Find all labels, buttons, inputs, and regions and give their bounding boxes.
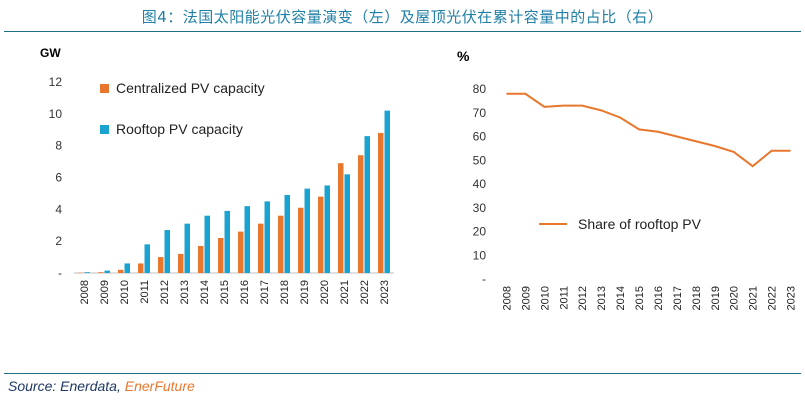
- bar-rooftop: [364, 136, 370, 273]
- bar-centralized: [178, 253, 184, 273]
- right-x-tick-label: 2009: [520, 286, 532, 310]
- figure-title: 图4：法国太阳能光伏容量演变（左）及屋顶光伏在累计容量中的占比（右）: [141, 8, 664, 26]
- right-x-tick-label: 2014: [615, 286, 627, 310]
- bar-centralized: [118, 269, 124, 273]
- bar-rooftop: [324, 185, 330, 273]
- left-x-tick-label: 2022: [359, 280, 371, 304]
- bar-centralized: [278, 215, 284, 273]
- left-y-tick-label: -: [58, 266, 62, 280]
- source-prefix: Source: Enerdata,: [8, 378, 125, 394]
- left-x-tick-label: 2013: [179, 280, 191, 304]
- bar-centralized: [158, 257, 164, 273]
- bar-rooftop: [344, 174, 350, 273]
- bar-centralized: [98, 272, 104, 273]
- bar-centralized: [338, 163, 344, 273]
- left-y-tick-label: 12: [49, 75, 63, 89]
- right-y-tick-label: 10: [473, 248, 487, 262]
- left-legend-swatch: [100, 84, 109, 93]
- left-x-tick-label: 2021: [339, 280, 351, 304]
- bar-centralized: [378, 132, 384, 273]
- bar-centralized: [318, 196, 324, 273]
- left-x-tick-label: 2009: [99, 280, 111, 304]
- right-y-tick-label: 30: [473, 201, 487, 215]
- bar-rooftop: [304, 188, 310, 273]
- left-y-tick-label: 6: [55, 171, 62, 185]
- bar-centralized: [298, 207, 304, 273]
- bar-centralized: [138, 263, 144, 273]
- right-y-tick-label: 40: [473, 177, 487, 191]
- left-y-tick-label: 8: [55, 139, 62, 153]
- source-brand: EnerFuture: [124, 378, 195, 394]
- left-x-tick-label: 2014: [199, 280, 211, 304]
- left-x-tick-label: 2011: [139, 280, 151, 304]
- bar-centralized: [238, 231, 244, 273]
- source-note: Source: Enerdata, EnerFuture: [8, 378, 195, 394]
- left-legend-label: Centralized PV capacity: [116, 80, 265, 96]
- bar-rooftop: [284, 195, 290, 273]
- right-x-tick-label: 2022: [767, 286, 779, 310]
- bar-centralized: [358, 155, 364, 273]
- right-y-tick-label: 70: [473, 106, 487, 120]
- bar-rooftop: [264, 201, 270, 273]
- share-line: [506, 92, 791, 168]
- left-y-axis-unit: GW: [40, 46, 61, 60]
- bar-centralized: [198, 245, 204, 273]
- left-x-tick-label: 2015: [219, 280, 231, 304]
- bar-rooftop: [104, 270, 110, 273]
- left-y-tick-label: 10: [49, 107, 63, 121]
- bar-rooftop: [184, 223, 190, 273]
- right-x-tick-label: 2013: [596, 286, 608, 310]
- right-x-tick-label: 2017: [672, 286, 684, 310]
- right-x-tick-label: 2016: [653, 286, 665, 310]
- right-x-tick-label: 2019: [710, 286, 722, 310]
- right-x-tick-label: 2008: [501, 286, 513, 310]
- right-y-tick-label: 20: [473, 225, 487, 239]
- right-x-tick-label: 2012: [577, 286, 589, 310]
- right-x-tick-label: 2011: [558, 286, 570, 310]
- bar-rooftop: [124, 263, 130, 273]
- bar-rooftop: [144, 244, 150, 273]
- right-y-tick-label: 50: [473, 153, 487, 167]
- left-x-tick-label: 2012: [159, 280, 171, 304]
- right-x-tick-label: 2015: [634, 286, 646, 310]
- left-x-tick-label: 2008: [79, 280, 91, 304]
- left-x-tick-label: 2020: [319, 280, 331, 304]
- left-y-tick-label: 4: [55, 202, 62, 216]
- left-x-tick-label: 2018: [279, 280, 291, 304]
- right-x-tick-label: 2021: [748, 286, 760, 310]
- source-divider: [4, 373, 801, 374]
- right-y-tick-label: 80: [473, 82, 487, 96]
- bar-rooftop: [204, 215, 210, 273]
- right-legend-label: Share of rooftop PV: [578, 216, 702, 232]
- bar-rooftop: [84, 272, 90, 273]
- bar-rooftop: [244, 206, 250, 273]
- left-x-tick-label: 2017: [259, 280, 271, 304]
- right-x-tick-label: 2010: [539, 286, 551, 310]
- left-x-tick-label: 2010: [119, 280, 131, 304]
- bar-rooftop: [164, 230, 170, 273]
- right-y-tick-label: 60: [473, 130, 487, 144]
- bar-centralized: [258, 223, 264, 273]
- right-x-tick-label: 2018: [691, 286, 703, 310]
- left-y-tick-label: 2: [55, 234, 62, 248]
- title-divider: [4, 31, 801, 32]
- right-y-axis-unit: %: [457, 48, 470, 64]
- right-y-tick-label: -: [482, 272, 486, 286]
- bar-rooftop: [384, 110, 390, 274]
- left-legend-label: Rooftop PV capacity: [116, 121, 243, 137]
- right-x-tick-label: 2020: [729, 286, 741, 310]
- left-x-tick-label: 2023: [379, 280, 391, 304]
- bar-rooftop: [224, 210, 230, 273]
- right-x-tick-label: 2023: [786, 286, 798, 310]
- bar-centralized: [218, 237, 224, 273]
- left-x-tick-label: 2016: [239, 280, 251, 304]
- left-x-tick-label: 2019: [299, 280, 311, 304]
- left-legend-swatch: [100, 125, 109, 134]
